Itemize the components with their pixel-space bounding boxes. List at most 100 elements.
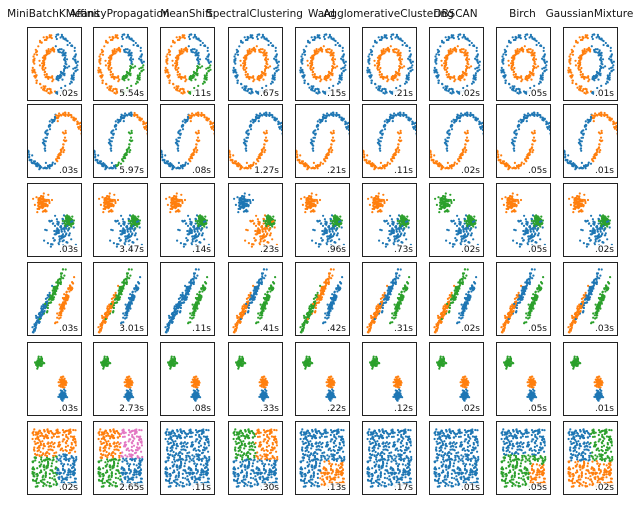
data-point xyxy=(306,59,309,62)
plot-panel-noisy_circles-gaussianmixture: .01s xyxy=(563,27,618,101)
column-title-ward: Ward xyxy=(308,8,335,20)
data-point xyxy=(177,166,180,169)
data-point xyxy=(457,77,460,80)
data-point xyxy=(456,116,459,119)
data-point xyxy=(125,70,128,73)
data-point xyxy=(99,70,102,73)
data-point xyxy=(379,70,382,73)
data-point xyxy=(213,126,214,129)
data-point xyxy=(72,116,75,119)
data-point xyxy=(197,84,200,87)
data-point xyxy=(66,224,69,228)
data-point xyxy=(458,120,461,123)
data-point xyxy=(263,113,266,116)
data-point xyxy=(63,38,66,41)
data-point xyxy=(581,38,584,41)
data-point xyxy=(452,34,455,37)
data-point xyxy=(500,71,503,74)
data-point xyxy=(564,159,567,162)
data-point xyxy=(232,66,235,69)
data-point xyxy=(332,65,335,68)
data-point xyxy=(570,48,573,51)
scatter-plot xyxy=(567,33,615,95)
data-point xyxy=(210,126,213,129)
data-point xyxy=(128,143,131,146)
data-point xyxy=(395,48,398,51)
data-point xyxy=(64,111,67,114)
data-point xyxy=(602,43,605,47)
data-point xyxy=(70,114,73,117)
data-point xyxy=(241,41,244,44)
data-point xyxy=(47,49,50,52)
data-point xyxy=(381,132,384,135)
data-point xyxy=(435,160,439,163)
data-point xyxy=(299,71,302,74)
data-point xyxy=(63,136,67,139)
data-point xyxy=(331,132,334,135)
column-title-birch: Birch xyxy=(509,8,536,20)
data-point xyxy=(363,151,365,154)
data-point xyxy=(324,120,327,123)
data-point xyxy=(73,46,76,49)
data-point xyxy=(539,115,542,118)
data-point xyxy=(100,162,103,166)
data-point xyxy=(311,89,314,92)
data-point xyxy=(595,74,598,77)
data-point xyxy=(33,160,37,163)
data-point xyxy=(411,68,414,71)
data-point xyxy=(513,166,516,169)
data-point xyxy=(263,69,267,72)
data-point xyxy=(237,165,240,168)
data-point xyxy=(48,201,51,205)
data-point xyxy=(120,35,124,38)
data-point xyxy=(591,77,594,80)
data-point xyxy=(265,131,268,135)
data-point xyxy=(600,62,603,65)
data-point xyxy=(468,39,471,43)
data-point xyxy=(403,82,407,85)
data-point xyxy=(581,53,584,57)
data-point xyxy=(115,88,118,91)
data-point xyxy=(438,165,441,168)
data-point xyxy=(341,49,344,52)
data-point xyxy=(100,51,104,54)
data-point xyxy=(59,74,62,77)
data-point xyxy=(433,154,436,157)
data-point xyxy=(67,111,70,115)
data-point xyxy=(326,51,330,54)
data-point xyxy=(243,85,246,88)
data-point xyxy=(175,36,178,39)
data-point xyxy=(121,76,124,79)
data-point xyxy=(526,79,529,82)
data-point xyxy=(500,66,503,69)
data-point xyxy=(255,114,259,117)
data-point xyxy=(529,51,533,54)
data-point xyxy=(517,123,520,126)
plot-panel-noisy_circles-ward: .15s xyxy=(295,27,350,101)
data-point xyxy=(55,91,58,94)
data-point xyxy=(437,81,440,85)
data-point xyxy=(612,120,615,123)
data-point xyxy=(541,76,544,79)
data-point xyxy=(537,82,541,85)
runtime-label: .05s xyxy=(526,89,548,99)
data-point xyxy=(142,60,145,63)
data-point xyxy=(377,85,380,88)
data-point xyxy=(168,53,172,56)
data-point xyxy=(312,85,315,88)
data-point xyxy=(462,51,466,54)
data-point xyxy=(394,70,397,73)
data-point xyxy=(301,62,304,65)
data-point xyxy=(386,47,389,50)
data-point xyxy=(465,38,468,41)
data-point xyxy=(461,70,464,73)
data-point xyxy=(513,161,516,164)
data-point xyxy=(392,33,395,36)
data-point xyxy=(497,153,500,156)
data-point xyxy=(134,41,137,45)
data-point xyxy=(53,119,56,123)
data-point xyxy=(54,45,57,48)
data-point xyxy=(369,162,372,166)
data-point xyxy=(68,234,71,237)
data-point xyxy=(407,76,410,79)
